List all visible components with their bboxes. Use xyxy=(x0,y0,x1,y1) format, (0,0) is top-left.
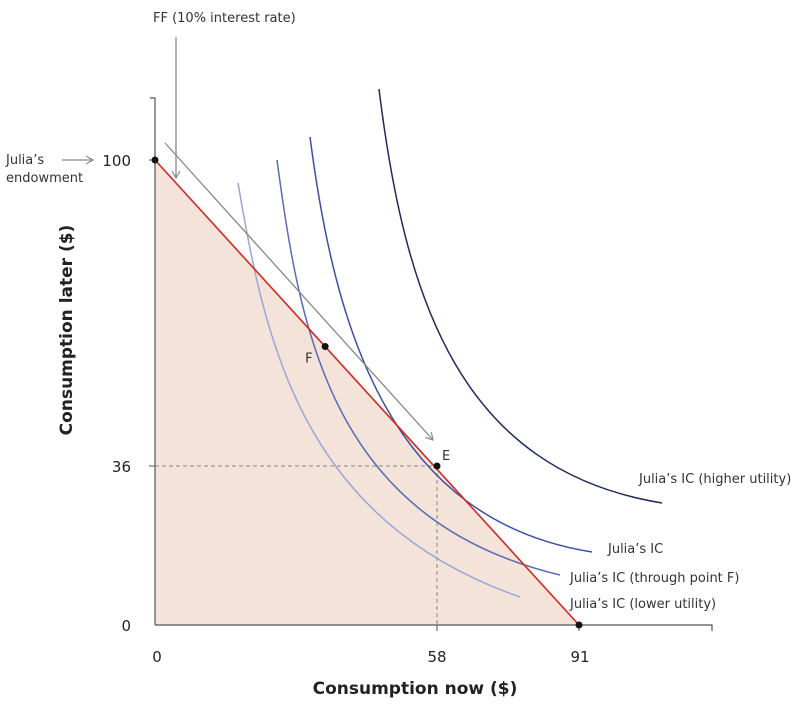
x-axis xyxy=(155,624,713,631)
budget-line xyxy=(154,159,580,626)
y-tick-label-36: 36 xyxy=(112,458,131,476)
x-tick-label-58: 58 xyxy=(427,648,446,666)
ic-through-f-label: Julia’s IC (through point F) xyxy=(569,571,739,586)
x-tick-label-0: 0 xyxy=(152,648,162,666)
x-tick-label-91: 91 xyxy=(570,648,589,666)
ic-lower-utility-label: Julia’s IC (lower utility) xyxy=(569,597,716,612)
endowment-point xyxy=(151,156,159,164)
ic-higher-utility-label: Julia’s IC (higher utility) xyxy=(638,472,791,487)
point-e xyxy=(433,462,441,470)
ff-shift-arrow xyxy=(164,142,434,441)
point-e-label: E xyxy=(442,449,450,464)
endowment-label-1: Julia’s xyxy=(5,153,44,168)
x-intercept-point xyxy=(575,621,583,629)
ic-tangent-e xyxy=(309,136,593,553)
ic-higher-utility xyxy=(378,88,663,504)
y-axis-title: Consumption later ($) xyxy=(57,225,77,436)
ic-through-f xyxy=(276,159,561,576)
x-axis-title: Consumption now ($) xyxy=(313,679,518,699)
point-f-label: F xyxy=(305,351,312,366)
point-f xyxy=(321,342,329,350)
ff-label: FF (10% interest rate) xyxy=(153,11,296,26)
y-axis xyxy=(150,97,156,625)
y-tick-label-0: 0 xyxy=(121,617,131,635)
endowment-label-2: endowment xyxy=(6,171,83,186)
ic-tangent-label: Julia’s IC xyxy=(607,542,663,557)
ic-lower-utility xyxy=(237,182,521,598)
y-tick-label-100: 100 xyxy=(102,152,131,170)
